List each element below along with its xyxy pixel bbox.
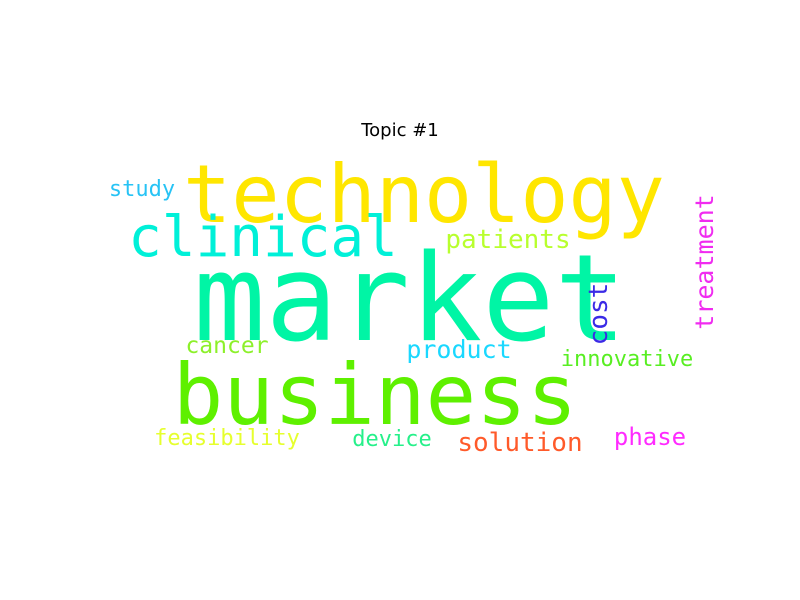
word-treatment: treatment [690,194,719,329]
word-study: study [109,177,175,202]
word-patients: patients [445,225,570,255]
word-innovative: innovative [561,347,693,372]
word-phase: phase [614,423,686,451]
word-cancer: cancer [185,333,268,359]
word-feasibility: feasibility [154,426,300,451]
word-product: product [406,335,511,364]
word-clinical: clinical [128,205,398,270]
word-device: device [352,427,431,452]
word-cost: cost [584,283,614,346]
word-solution: solution [457,428,582,458]
